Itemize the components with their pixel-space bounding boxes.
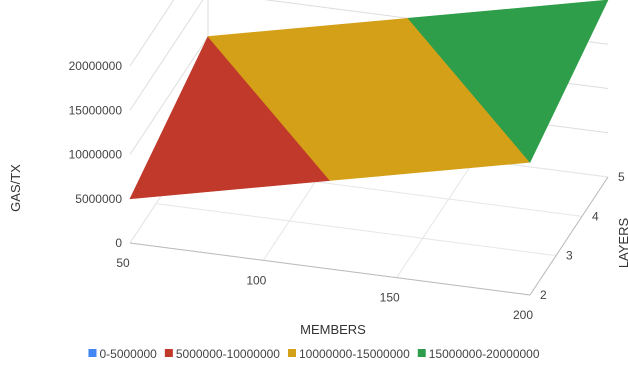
y-gridline-4 <box>129 0 608 67</box>
legend-swatch <box>287 349 296 357</box>
y-tick-label: 10000000 <box>69 148 123 162</box>
legend: 0-5000000 5000000-10000000 10000000-150000… <box>88 347 540 361</box>
legend-swatch <box>417 349 426 357</box>
y-tick-label: 5000000 <box>75 192 122 206</box>
z-tick-label: 5 <box>618 170 625 184</box>
axes: 0 5000000 10000000 15000000 20000000 50 100 150… <box>69 59 625 322</box>
z-tick-label: 3 <box>566 249 573 263</box>
y-tick-label: 20000000 <box>69 59 123 73</box>
x-gridline-2 <box>396 159 476 278</box>
z-tick-label: 2 <box>540 288 547 302</box>
legend-label: 15000000-20000000 <box>429 347 540 361</box>
x-tick-label: 200 <box>513 308 533 322</box>
y-axis-title: GAS/TX <box>8 164 23 212</box>
legend-swatch <box>164 349 173 357</box>
surface-band-3 <box>407 0 609 163</box>
legend-label: 10000000-15000000 <box>299 347 410 361</box>
surface-plot <box>129 0 609 200</box>
z-tick-label: 4 <box>592 209 599 223</box>
y-tick-label: 15000000 <box>69 103 123 117</box>
x-tick-label: 50 <box>116 256 130 270</box>
legend-label: 5000000-10000000 <box>176 347 280 361</box>
legend-label: 0-5000000 <box>99 347 157 361</box>
x-axis-title: MEMBERS <box>300 322 366 337</box>
legend-swatch <box>88 349 97 357</box>
x-tick-label: 150 <box>380 291 400 305</box>
z-axis-line <box>529 176 609 296</box>
y-tick-label: 0 <box>115 236 122 250</box>
x-axis-line <box>129 242 531 296</box>
z-gridline-1 <box>155 203 557 257</box>
z-axis-title: LAYERS <box>616 218 628 269</box>
x-tick-label: 100 <box>246 273 266 287</box>
